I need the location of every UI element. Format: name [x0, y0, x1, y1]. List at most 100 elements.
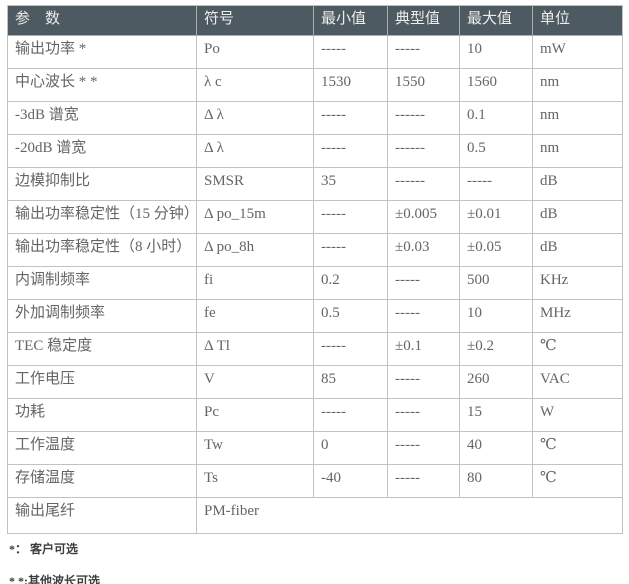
- symbol-cell: Δ po_8h: [196, 233, 314, 267]
- param-cell: 中心波长 * *: [7, 68, 197, 102]
- table-row: TEC 稳定度 Δ Tl ----- ±0.1 ±0.2 ℃: [7, 332, 623, 366]
- param-cell: 输出尾纤: [7, 497, 197, 534]
- table-row: 输出功率稳定性（15 分钟） Δ po_15m ----- ±0.005 ±0.…: [7, 200, 623, 234]
- min-cell: 0.2: [313, 266, 388, 300]
- max-cell: -----: [459, 167, 533, 201]
- max-cell: 0.1: [459, 101, 533, 135]
- param-cell: -20dB 谱宽: [7, 134, 197, 168]
- col-header-min: 最小值: [313, 5, 388, 36]
- unit-cell: VAC: [532, 365, 623, 399]
- max-cell: 500: [459, 266, 533, 300]
- table-row: 输出尾纤 PM-fiber: [7, 497, 623, 534]
- max-cell: ±0.01: [459, 200, 533, 234]
- max-cell: 10: [459, 35, 533, 69]
- symbol-cell: Δ po_15m: [196, 200, 314, 234]
- min-cell: -----: [313, 134, 388, 168]
- unit-cell: nm: [532, 68, 623, 102]
- min-cell: -----: [313, 35, 388, 69]
- symbol-cell: SMSR: [196, 167, 314, 201]
- table-row: 外加调制频率 fe 0.5 ----- 10 MHz: [7, 299, 623, 333]
- unit-cell: W: [532, 398, 623, 432]
- typical-cell: -----: [387, 398, 460, 432]
- symbol-cell: Pc: [196, 398, 314, 432]
- table-row: 功耗 Pc ----- ----- 15 W: [7, 398, 623, 432]
- max-cell: 1560: [459, 68, 533, 102]
- symbol-cell: Δ λ: [196, 134, 314, 168]
- min-cell: 0: [313, 431, 388, 465]
- typical-cell: -----: [387, 35, 460, 69]
- col-header-param: 参 数: [7, 5, 197, 36]
- param-cell: 工作电压: [7, 365, 197, 399]
- max-cell: ±0.2: [459, 332, 533, 366]
- table-row: 输出功率稳定性（8 小时） Δ po_8h ----- ±0.03 ±0.05 …: [7, 233, 623, 267]
- param-cell: 工作温度: [7, 431, 197, 465]
- min-cell: 35: [313, 167, 388, 201]
- table-row: -20dB 谱宽 Δ λ ----- ------ 0.5 nm: [7, 134, 623, 168]
- table-row: 内调制频率 fi 0.2 ----- 500 KHz: [7, 266, 623, 300]
- table-row: 边模抑制比 SMSR 35 ------ ----- dB: [7, 167, 623, 201]
- param-cell: 内调制频率: [7, 266, 197, 300]
- typical-cell: ------: [387, 134, 460, 168]
- min-cell: -----: [313, 398, 388, 432]
- col-header-max: 最大值: [459, 5, 533, 36]
- unit-cell: nm: [532, 134, 623, 168]
- typical-cell: ------: [387, 101, 460, 135]
- col-header-typical: 典型值: [387, 5, 460, 36]
- symbol-cell: Δ Tl: [196, 332, 314, 366]
- max-cell: 260: [459, 365, 533, 399]
- symbol-cell: Tw: [196, 431, 314, 465]
- param-cell: 边模抑制比: [7, 167, 197, 201]
- typical-cell: 1550: [387, 68, 460, 102]
- table-row: 存储温度 Ts -40 ----- 80 ℃: [7, 464, 623, 498]
- typical-cell: ------: [387, 167, 460, 201]
- typical-cell: -----: [387, 464, 460, 498]
- col-header-unit: 单位: [532, 5, 623, 36]
- typical-cell: ±0.005: [387, 200, 460, 234]
- min-cell: -----: [313, 233, 388, 267]
- unit-cell: MHz: [532, 299, 623, 333]
- unit-cell: dB: [532, 233, 623, 267]
- unit-cell: mW: [532, 35, 623, 69]
- footnote-customer-selectable: *： 客户可选: [9, 542, 79, 556]
- footnote-other-wavelengths: * *:其他波长可选: [9, 574, 100, 584]
- param-cell: 输出功率 *: [7, 35, 197, 69]
- spec-table: 参 数 符号 最小值 典型值 最大值 单位 输出功率 * Po ----- --…: [7, 5, 623, 534]
- symbol-cell: fi: [196, 266, 314, 300]
- param-cell: 输出功率稳定性（15 分钟）: [7, 200, 197, 234]
- max-cell: 80: [459, 464, 533, 498]
- unit-cell: ℃: [532, 332, 623, 366]
- col-header-symbol: 符号: [196, 5, 314, 36]
- footnotes: *： 客户可选 * *:其他波长可选: [9, 540, 609, 584]
- unit-cell: ℃: [532, 431, 623, 465]
- unit-cell: nm: [532, 101, 623, 135]
- table-row: 工作电压 V 85 ----- 260 VAC: [7, 365, 623, 399]
- min-cell: -----: [313, 332, 388, 366]
- symbol-cell: λ c: [196, 68, 314, 102]
- max-cell: 40: [459, 431, 533, 465]
- min-cell: 0.5: [313, 299, 388, 333]
- max-cell: 0.5: [459, 134, 533, 168]
- header-row: 参 数 符号 最小值 典型值 最大值 单位: [7, 5, 623, 36]
- param-cell: 外加调制频率: [7, 299, 197, 333]
- table-row: 输出功率 * Po ----- ----- 10 mW: [7, 35, 623, 69]
- symbol-cell: V: [196, 365, 314, 399]
- min-cell: 85: [313, 365, 388, 399]
- symbol-cell: Ts: [196, 464, 314, 498]
- unit-cell: ℃: [532, 464, 623, 498]
- param-cell: 功耗: [7, 398, 197, 432]
- max-cell: 15: [459, 398, 533, 432]
- symbol-cell: fe: [196, 299, 314, 333]
- symbol-cell: Po: [196, 35, 314, 69]
- param-cell: TEC 稳定度: [7, 332, 197, 366]
- typical-cell: ±0.03: [387, 233, 460, 267]
- min-cell: 1530: [313, 68, 388, 102]
- param-cell: 存储温度: [7, 464, 197, 498]
- symbol-cell-span: PM-fiber: [196, 497, 623, 534]
- typical-cell: ±0.1: [387, 332, 460, 366]
- unit-cell: dB: [532, 167, 623, 201]
- typical-cell: -----: [387, 431, 460, 465]
- param-cell: 输出功率稳定性（8 小时）: [7, 233, 197, 267]
- max-cell: 10: [459, 299, 533, 333]
- typical-cell: -----: [387, 365, 460, 399]
